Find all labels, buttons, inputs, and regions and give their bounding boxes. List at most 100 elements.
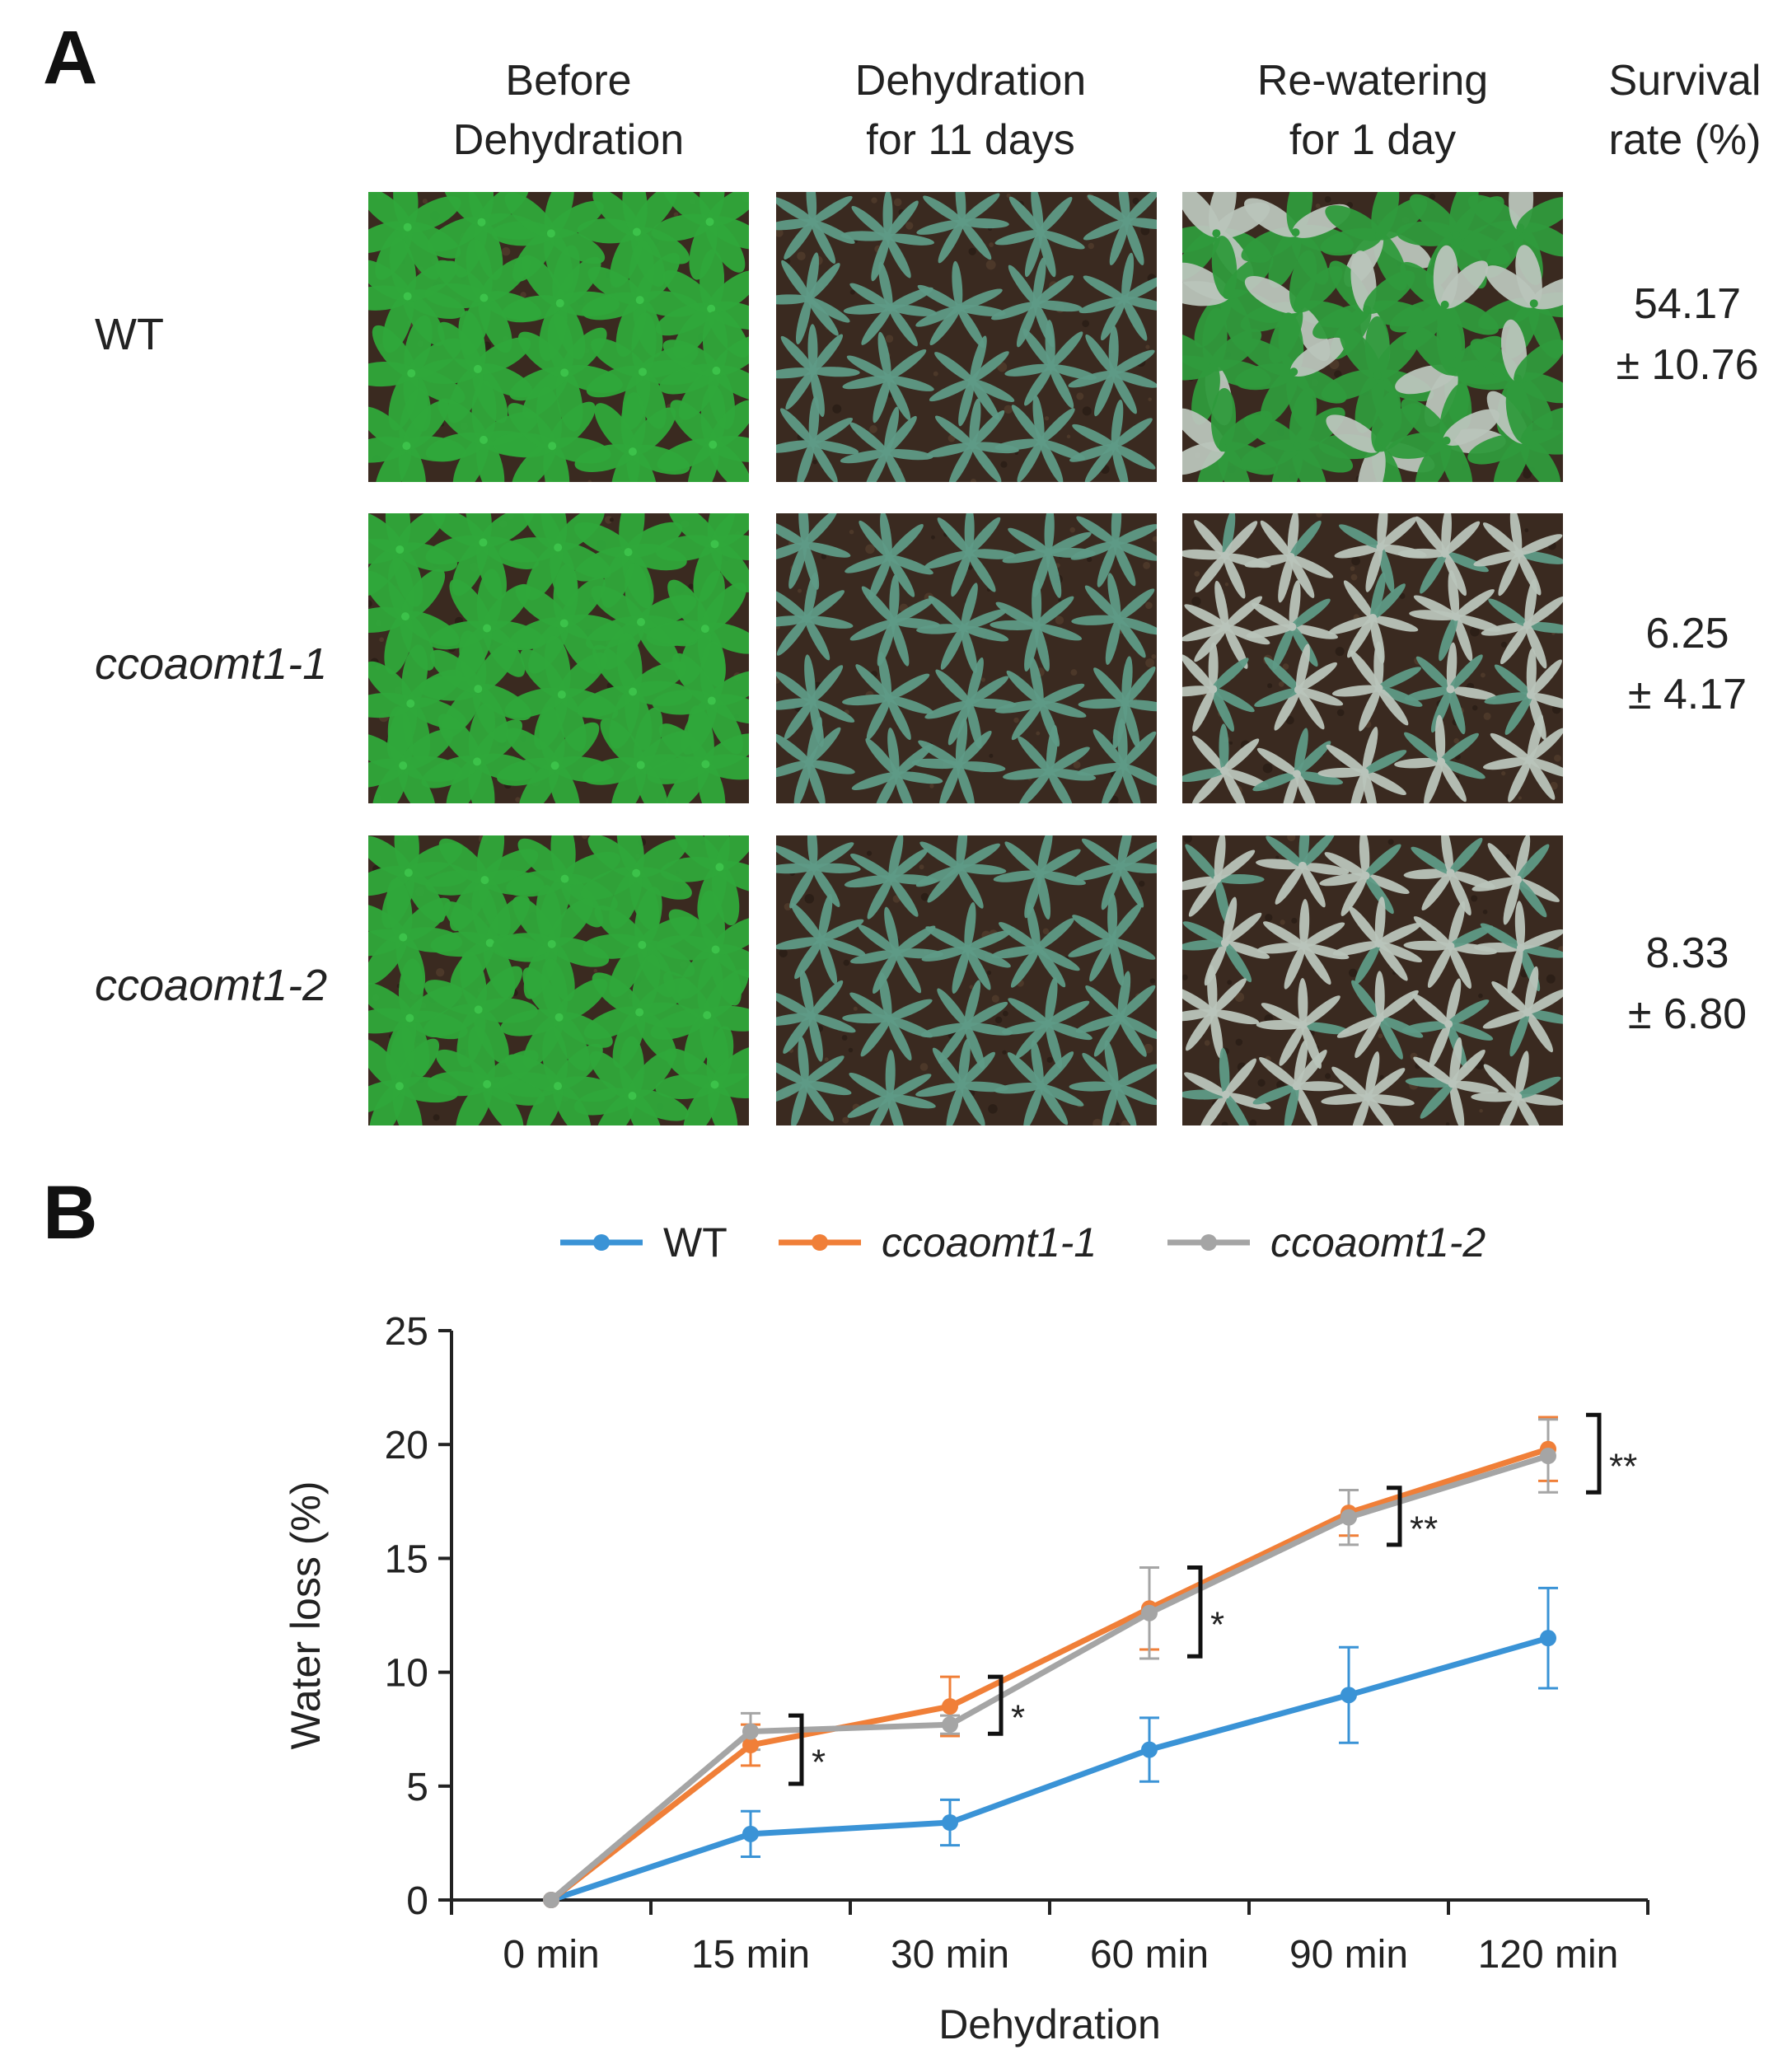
y-tick-label: 5 — [406, 1766, 428, 1809]
survival-ccoaomt1-1: 6.25 ± 4.17 — [1580, 603, 1792, 725]
rosette — [1075, 971, 1157, 1057]
rosette — [1467, 381, 1563, 482]
panel-a-letter: A — [43, 16, 98, 100]
rosette — [1336, 971, 1424, 1060]
rosette — [845, 513, 933, 601]
significance-label: ** — [1410, 1509, 1438, 1549]
row-label-wt: WT — [95, 310, 164, 359]
rosette — [1471, 835, 1560, 925]
rosette — [915, 260, 1006, 349]
x-tick-label: 30 min — [891, 1933, 1009, 1977]
plant-photo-ccoaomt1-2-dehydration — [776, 835, 1157, 1125]
data-point — [742, 1737, 759, 1754]
rosette — [920, 980, 1013, 1069]
rosette — [1328, 572, 1419, 664]
rosette — [655, 513, 749, 602]
rosette — [776, 192, 855, 264]
series-line-ccoaomt1-1 — [548, 1446, 1551, 1903]
survival-error: ± 6.80 — [1627, 990, 1748, 1038]
rosette — [776, 1036, 852, 1125]
rosette — [1471, 1051, 1563, 1125]
plant-photo-wt-dehydration — [776, 192, 1157, 482]
rosette — [492, 386, 611, 482]
rosette — [911, 718, 1006, 803]
data-point — [1340, 1509, 1357, 1526]
x-tick-label: 60 min — [1090, 1933, 1209, 1977]
rosette — [915, 835, 1007, 909]
rosette — [1256, 835, 1350, 908]
significance-label: * — [812, 1743, 826, 1783]
y-tick-label: 10 — [385, 1652, 428, 1696]
rosette — [1332, 896, 1423, 985]
rosette — [929, 335, 1015, 427]
significance-label: * — [1011, 1698, 1025, 1738]
rosette — [1252, 728, 1344, 803]
rosette — [1397, 513, 1489, 597]
rosette — [1071, 573, 1157, 665]
y-tick-label: 20 — [385, 1424, 428, 1467]
rosette — [492, 885, 610, 1002]
panel-b-letter: B — [43, 1171, 98, 1255]
rosette — [842, 651, 934, 741]
data-point — [942, 1814, 958, 1832]
rosette — [776, 324, 860, 418]
significance-bracket — [988, 1674, 1004, 1736]
legend-label: ccoaomt1-1 — [882, 1219, 1097, 1266]
significance-label: * — [1210, 1604, 1224, 1645]
legend-swatch-marker — [593, 1234, 610, 1251]
rosette — [1484, 648, 1563, 741]
rosette — [1252, 1040, 1344, 1125]
rosette — [1482, 966, 1563, 1057]
rosette — [776, 717, 855, 803]
rosette — [842, 331, 934, 423]
column-header-line: for 11 days — [866, 116, 1075, 164]
rosette — [1331, 641, 1423, 732]
rosette — [842, 972, 933, 1061]
rosette — [1078, 252, 1157, 341]
rosette — [1405, 1037, 1500, 1125]
column-header-line: Re-watering — [1256, 57, 1489, 105]
data-point — [543, 1892, 559, 1908]
data-point — [1141, 1604, 1158, 1621]
legend-swatch-marker — [812, 1234, 828, 1251]
rosette — [1083, 192, 1157, 266]
water-loss-chart: 0 5 10 15 20 25 0 min 15 min 30 min 60 min 90 min 1… — [283, 1219, 1649, 2047]
rosette — [1409, 569, 1501, 662]
significance-bracket — [788, 1713, 804, 1786]
column-header-dehydration: Dehydration for 11 days — [781, 51, 1160, 170]
column-header-line: Survival — [1608, 57, 1762, 105]
rosette — [1482, 714, 1563, 803]
rosette — [1068, 325, 1157, 417]
column-header-line: Before — [505, 57, 632, 105]
rosette — [776, 252, 850, 344]
rosette — [776, 893, 866, 985]
rosette — [1003, 724, 1097, 803]
x-tick-label: 0 min — [503, 1933, 599, 1977]
rosette — [850, 906, 943, 994]
survival-mean: 54.17 — [1633, 280, 1742, 328]
column-header-before: Before Dehydration — [379, 51, 758, 170]
rosette — [1244, 513, 1334, 603]
rosette — [1069, 1040, 1157, 1125]
significance-bracket — [1387, 1486, 1402, 1547]
rosette — [1317, 727, 1407, 803]
rosette — [368, 1027, 459, 1125]
rosette — [647, 705, 749, 803]
rosette — [1478, 245, 1563, 359]
rosette — [776, 969, 856, 1062]
rosette — [1387, 383, 1506, 482]
plant-photo-ccoaomt1-2-before — [368, 835, 749, 1125]
x-tick-label: 90 min — [1289, 1933, 1408, 1977]
legend-label: WT — [663, 1219, 728, 1266]
legend-label: ccoaomt1-2 — [1270, 1219, 1486, 1266]
rosette — [916, 192, 1009, 264]
significance-bracket — [1187, 1565, 1203, 1659]
rosette — [1068, 892, 1156, 986]
column-header-rewatering: Re-watering for 1 day — [1183, 51, 1562, 170]
plant-photo-ccoaomt1-1-dehydration — [776, 513, 1157, 803]
data-point — [742, 1723, 759, 1740]
rosette — [509, 313, 623, 432]
rosette — [1401, 978, 1494, 1069]
rosette — [991, 902, 1080, 988]
column-header-line: Dehydration — [854, 57, 1087, 105]
